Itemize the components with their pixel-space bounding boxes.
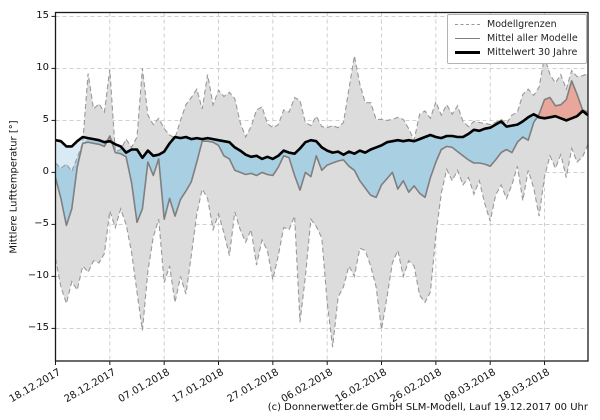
dashed-line-icon [455,24,480,25]
legend-item-modellgrenzen: Modellgrenzen [455,19,578,30]
upper-bound-line [55,55,589,173]
legend-label: Mittelwert 30 Jahre [487,47,578,58]
chart-legend: Modellgrenzen Mittel aller Modelle Mitte… [447,14,587,64]
legend-item-mittel-aller-modelle: Mittel aller Modelle [455,33,578,44]
y-tick-label: −5 [34,218,49,230]
y-axis-label: Mittlere Lufttemperatur [°] [8,120,20,254]
plot-border [54,11,589,362]
y-tick-label: 5 [42,114,49,126]
black-line-icon [455,51,480,54]
lower-bound-line [54,144,589,348]
climate-mean-line [55,109,589,161]
y-tick-label: 0 [42,166,49,178]
legend-item-mittelwert-30-jahre: Mittelwert 30 Jahre [455,47,578,58]
y-tick-label: 10 [36,62,49,74]
gray-line-icon [455,38,480,39]
legend-label: Modellgrenzen [487,19,557,30]
legend-label: Mittel aller Modelle [487,33,578,44]
y-tick-label: −15 [27,322,49,334]
model-mean-line [54,80,589,227]
y-tick-label: 15 [36,10,49,22]
y-tick-label: −10 [27,270,49,282]
copyright-caption: (c) Donnerwetter.de GmbH SLM-Modell, Lau… [267,402,588,413]
